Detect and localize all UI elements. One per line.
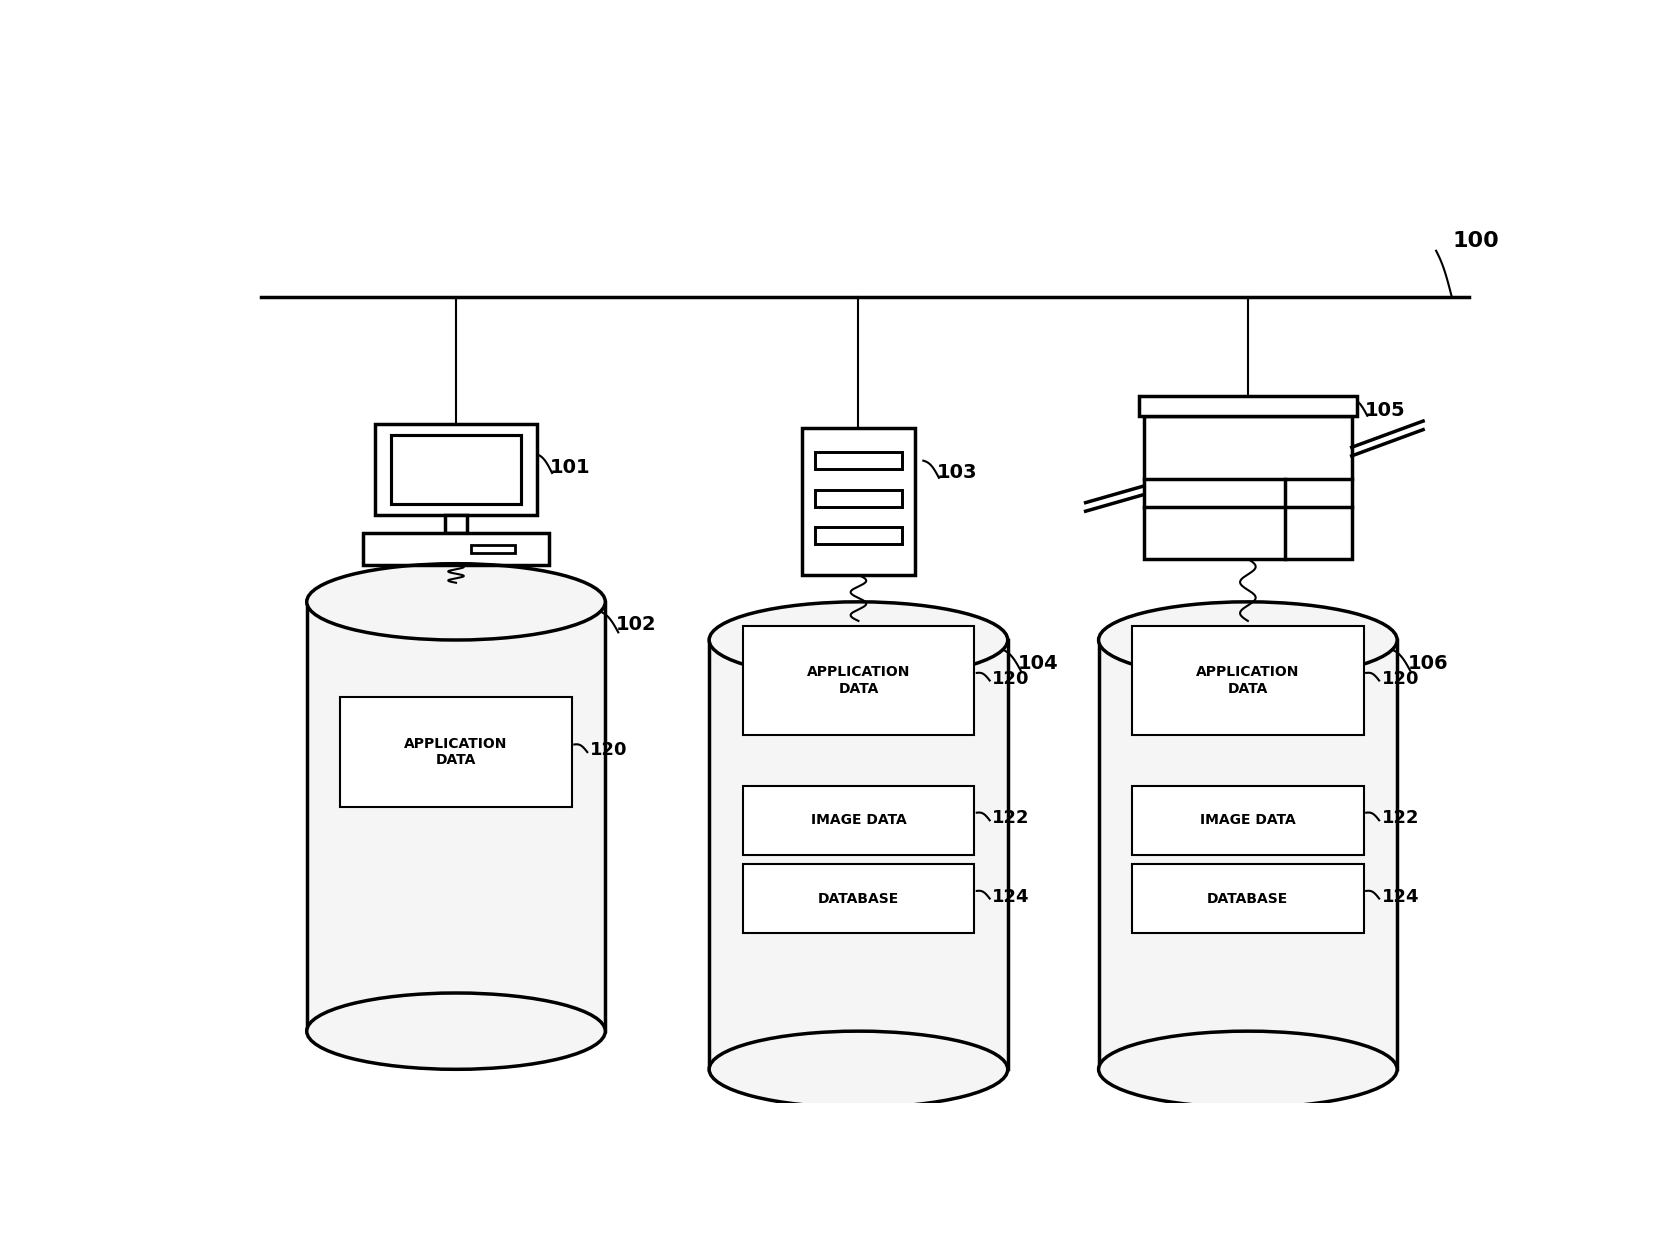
Polygon shape (471, 544, 514, 553)
Text: 105: 105 (1365, 400, 1405, 420)
Ellipse shape (709, 602, 1008, 678)
Text: 106: 106 (1407, 654, 1449, 673)
Polygon shape (1099, 641, 1397, 1069)
Text: IMAGE DATA: IMAGE DATA (1199, 813, 1296, 828)
Polygon shape (1132, 626, 1363, 736)
Text: 122: 122 (1382, 809, 1419, 828)
Text: 101: 101 (549, 458, 590, 477)
Polygon shape (802, 429, 915, 575)
Text: DATABASE: DATABASE (817, 892, 899, 906)
Polygon shape (1139, 395, 1357, 416)
Text: 124: 124 (992, 887, 1030, 906)
Polygon shape (814, 491, 903, 508)
Polygon shape (814, 452, 903, 470)
Polygon shape (742, 626, 975, 736)
Text: 104: 104 (1018, 654, 1059, 673)
Polygon shape (1132, 865, 1363, 933)
Polygon shape (340, 698, 571, 807)
Text: 124: 124 (1382, 887, 1419, 906)
Text: APPLICATION
DATA: APPLICATION DATA (1196, 665, 1300, 695)
Text: APPLICATION
DATA: APPLICATION DATA (807, 665, 910, 695)
Text: 120: 120 (992, 669, 1030, 688)
Text: DATABASE: DATABASE (1208, 892, 1288, 906)
Polygon shape (1144, 416, 1352, 559)
Polygon shape (390, 435, 521, 504)
Polygon shape (814, 527, 903, 544)
Polygon shape (375, 424, 538, 515)
Text: IMAGE DATA: IMAGE DATA (811, 813, 906, 828)
Text: 100: 100 (1452, 230, 1499, 250)
Text: 122: 122 (992, 809, 1030, 828)
Polygon shape (446, 515, 467, 533)
Ellipse shape (307, 564, 605, 641)
Ellipse shape (1099, 1031, 1397, 1108)
Polygon shape (1132, 786, 1363, 855)
Text: 103: 103 (936, 463, 977, 482)
Ellipse shape (709, 1031, 1008, 1108)
Ellipse shape (1099, 602, 1397, 678)
Text: 120: 120 (590, 741, 628, 760)
Ellipse shape (307, 992, 605, 1069)
Polygon shape (742, 786, 975, 855)
Text: 120: 120 (1382, 669, 1419, 688)
Polygon shape (307, 602, 605, 1031)
Text: 102: 102 (616, 616, 657, 634)
Text: APPLICATION
DATA: APPLICATION DATA (404, 737, 508, 767)
Polygon shape (363, 533, 549, 565)
Polygon shape (709, 641, 1008, 1069)
Polygon shape (742, 865, 975, 933)
